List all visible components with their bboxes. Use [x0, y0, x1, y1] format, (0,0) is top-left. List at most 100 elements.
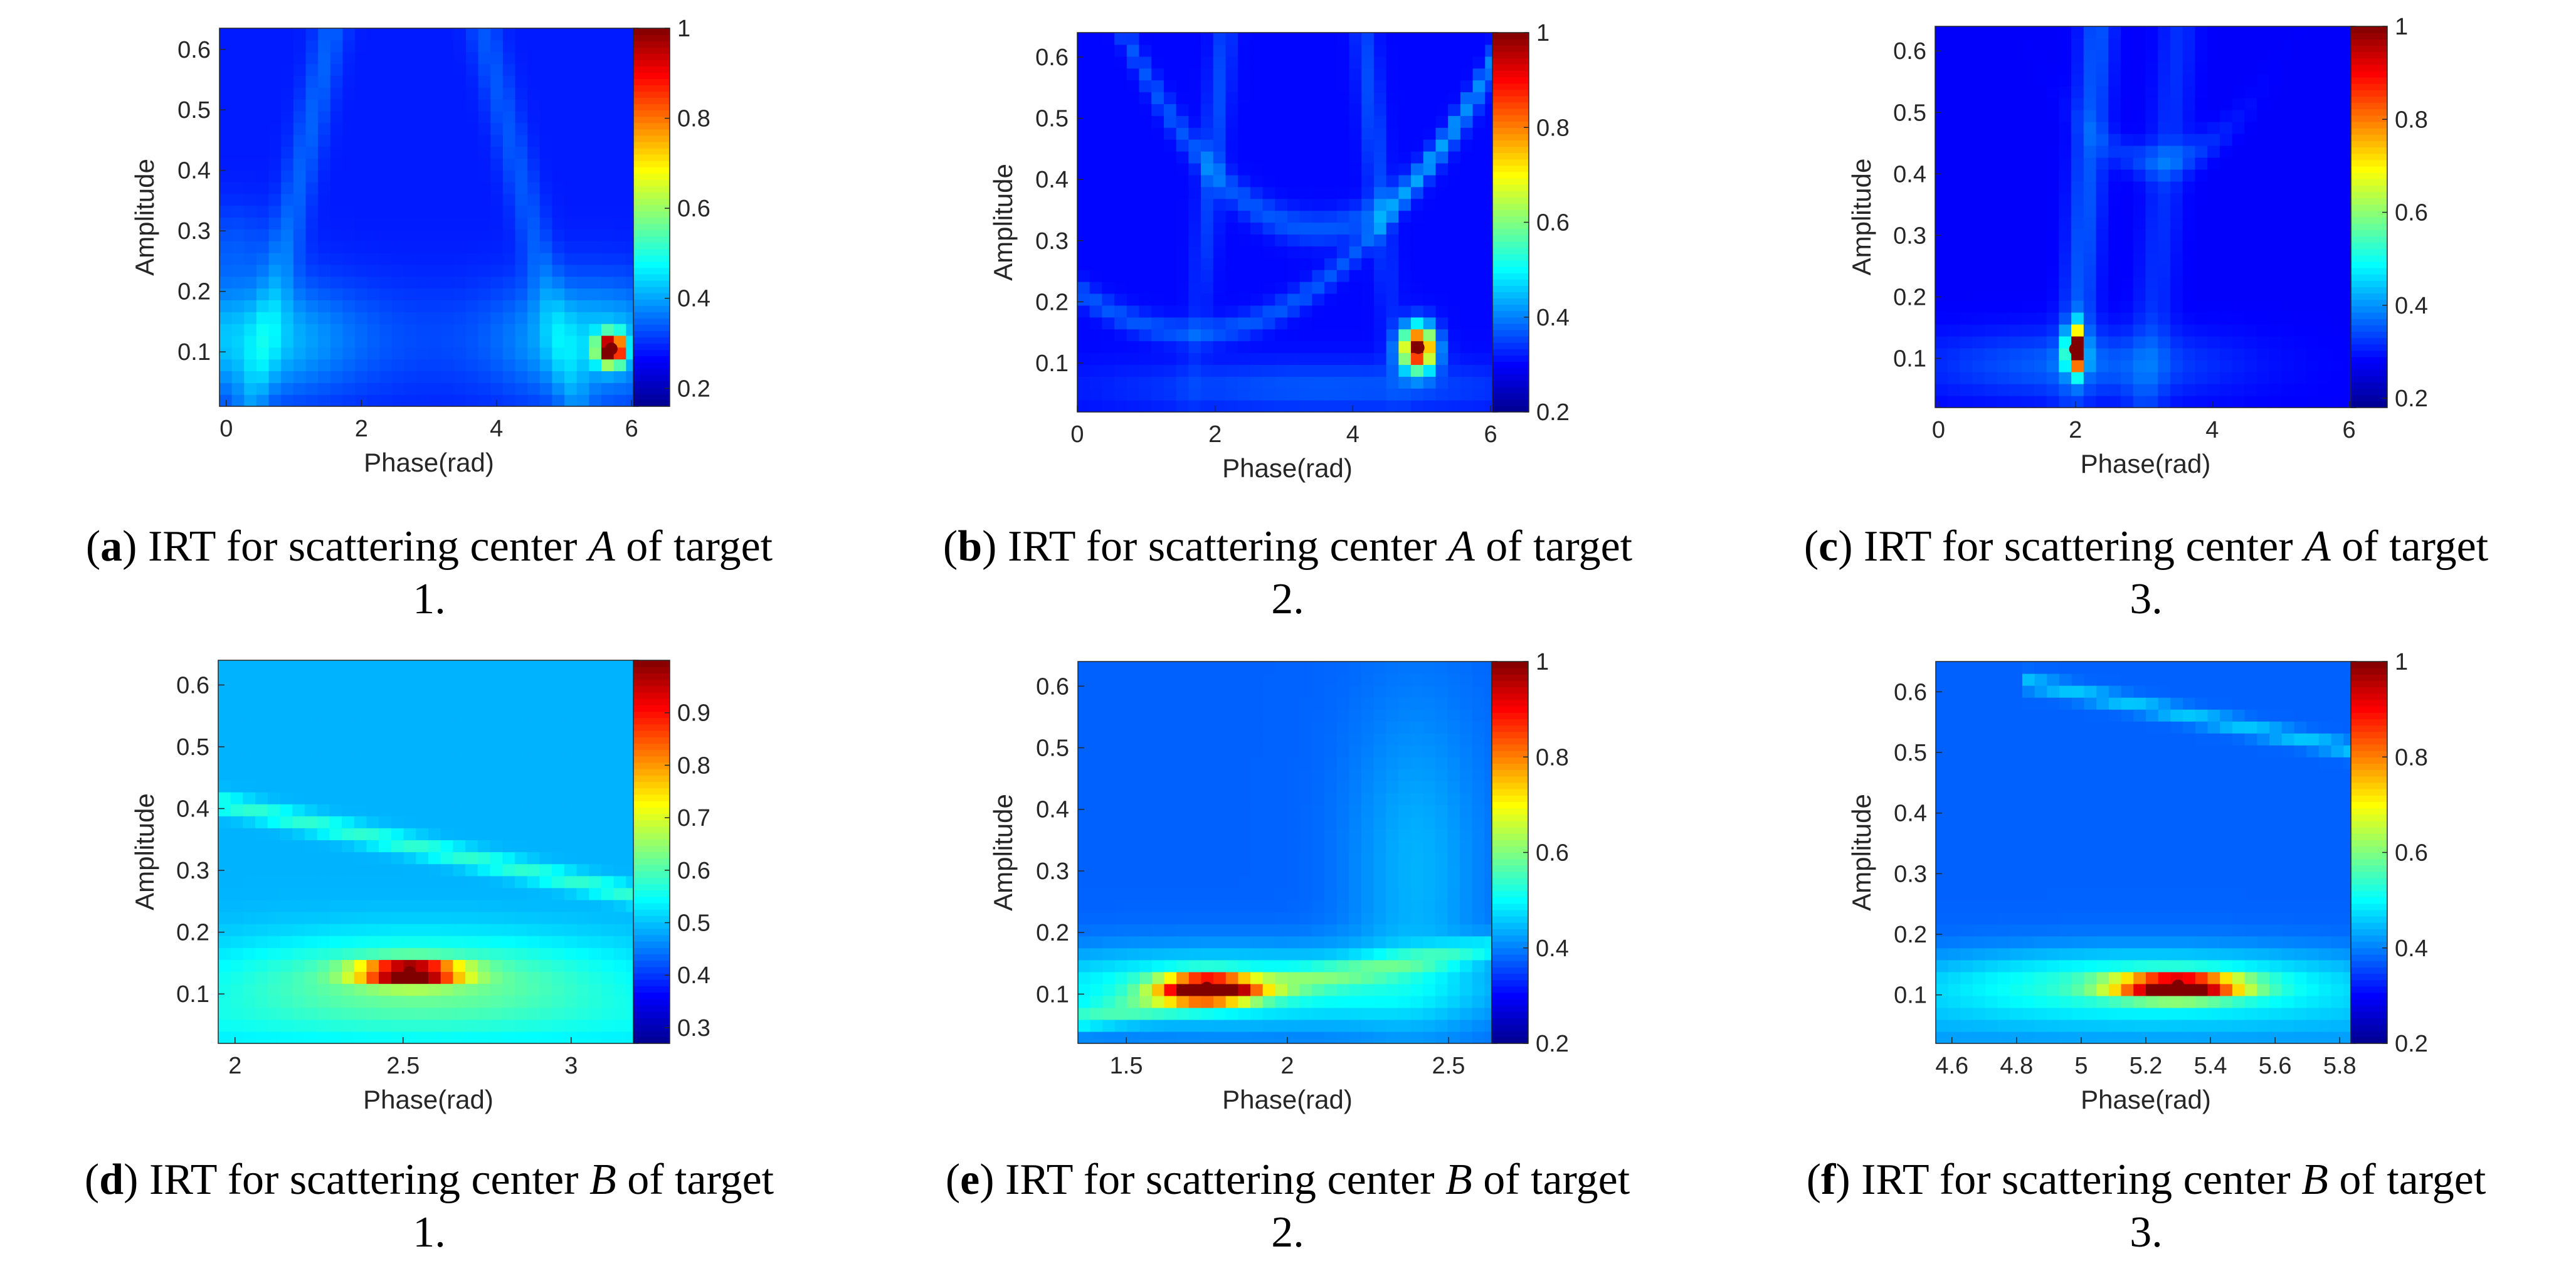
- heatmap-cell: [2269, 396, 2283, 408]
- heatmap-cell: [527, 40, 541, 53]
- heatmap-cell: [1373, 258, 1387, 270]
- colorbar-band: [633, 211, 670, 218]
- heatmap-cell: [1176, 186, 1189, 199]
- heatmap-cell: [502, 264, 516, 277]
- heatmap-cell: [1997, 157, 2010, 170]
- caption-c: (c) IRT for scattering center A of targe…: [1803, 522, 2489, 623]
- heatmap-cell: [1373, 68, 1387, 81]
- heatmap-cell: [305, 181, 319, 194]
- heatmap-cell: [589, 229, 602, 241]
- heatmap-cell: [342, 875, 355, 889]
- heatmap-cell: [440, 875, 454, 889]
- heatmap-cell: [2331, 205, 2344, 218]
- heatmap-cell: [1324, 246, 1338, 258]
- heatmap-cell: [539, 300, 553, 312]
- y-tick-label: 0.4: [1893, 161, 1926, 187]
- heatmap-cell: [1151, 151, 1164, 164]
- heatmap-cell: [342, 193, 356, 206]
- heatmap-cell: [342, 28, 356, 41]
- heatmap-cell: [1299, 127, 1313, 140]
- heatmap-cell: [2182, 241, 2196, 253]
- heatmap-cell: [2318, 134, 2332, 146]
- heatmap-cell: [2207, 205, 2220, 218]
- heatmap-cell: [478, 205, 491, 218]
- heatmap-cell: [613, 217, 626, 229]
- heatmap-cell: [2071, 74, 2084, 87]
- heatmap-cell: [1299, 258, 1313, 270]
- heatmap-cell: [1090, 900, 1103, 913]
- heatmap-cell: [1250, 329, 1264, 342]
- heatmap-cell: [2318, 396, 2332, 408]
- heatmap-cell: [2121, 193, 2134, 206]
- panel-c: 0 2 4 6 0.1 0.2 0.3 0.4 0.5 0.6 Phase(rad) Amplitud…: [1717, 0, 2575, 633]
- heatmap-cell: [342, 684, 355, 697]
- heatmap-cell: [218, 792, 231, 804]
- heatmap-cell: [1139, 852, 1153, 865]
- heatmap-cell: [1139, 33, 1152, 45]
- heatmap-cell: [1225, 400, 1238, 413]
- heatmap-cell: [589, 300, 602, 312]
- heatmap-cell: [2071, 324, 2084, 337]
- heatmap-cell: [355, 324, 368, 336]
- heatmap-cell: [1225, 174, 1238, 187]
- heatmap-cell: [1386, 258, 1399, 270]
- heatmap-cell: [1373, 186, 1387, 199]
- heatmap-cell: [244, 217, 257, 229]
- heatmap-cell: [527, 75, 541, 88]
- heatmap-cell: [404, 87, 417, 100]
- heatmap-cell: [441, 335, 454, 348]
- heatmap-cell: [342, 792, 355, 804]
- heatmap-cell: [2331, 372, 2344, 384]
- heatmap-cell: [2108, 253, 2121, 265]
- heatmap-cell: [613, 276, 626, 289]
- heatmap-cell: [305, 158, 319, 171]
- colorbar-band: [2351, 376, 2387, 383]
- heatmap-cell: [490, 28, 504, 41]
- heatmap-cell: [1972, 384, 1985, 396]
- colorbar-band: [2351, 128, 2387, 135]
- heatmap-cell: [1287, 246, 1301, 258]
- colorbar-band: [2351, 204, 2387, 211]
- heatmap-cell: [601, 134, 615, 147]
- heatmap-cell: [219, 146, 233, 159]
- heatmap-cell: [2294, 348, 2307, 361]
- heatmap-cell: [2170, 62, 2183, 75]
- heatmap-cell: [2331, 300, 2344, 313]
- heatmap-cell: [1997, 277, 2010, 289]
- heatmap-cell: [1089, 198, 1103, 211]
- heatmap-cell: [490, 122, 504, 135]
- heatmap-cell: [2145, 288, 2158, 301]
- heatmap-cell: [428, 720, 441, 733]
- heatmap-cell: [1472, 352, 1486, 365]
- heatmap-cell: [304, 767, 318, 781]
- heatmap-cell: [1336, 44, 1350, 57]
- colorbar-band: [1492, 102, 1529, 109]
- heatmap-cell: [1275, 103, 1288, 116]
- heatmap-cell: [219, 99, 233, 112]
- colorbar-band: [633, 129, 670, 136]
- heatmap-cell: [1164, 900, 1177, 913]
- heatmap-cell: [379, 205, 393, 218]
- heatmap-cell: [2318, 348, 2332, 361]
- heatmap-cell: [416, 51, 430, 65]
- heatmap-cell: [219, 181, 233, 194]
- heatmap-cell: [367, 288, 381, 300]
- heatmap-cell: [243, 863, 256, 877]
- heatmap-cell: [527, 371, 541, 383]
- heatmap-cell: [1423, 210, 1437, 223]
- heatmap-cell: [1287, 139, 1301, 152]
- heatmap-cell: [440, 983, 454, 996]
- colorbar-band: [633, 1018, 670, 1025]
- heatmap-cell: [1262, 376, 1275, 389]
- heatmap-cell: [1312, 364, 1325, 377]
- heatmap-cell: [416, 241, 430, 253]
- heatmap-cell: [589, 87, 602, 100]
- heatmap-cell: [1238, 270, 1251, 282]
- heatmap-cell: [2170, 134, 2183, 146]
- heatmap-cell: [231, 158, 245, 171]
- heatmap-cell: [292, 804, 305, 816]
- heatmap-cell: [391, 792, 404, 804]
- heatmap-cell: [2022, 110, 2035, 122]
- heatmap-cell: [2269, 348, 2283, 361]
- heatmap-cell: [576, 217, 590, 229]
